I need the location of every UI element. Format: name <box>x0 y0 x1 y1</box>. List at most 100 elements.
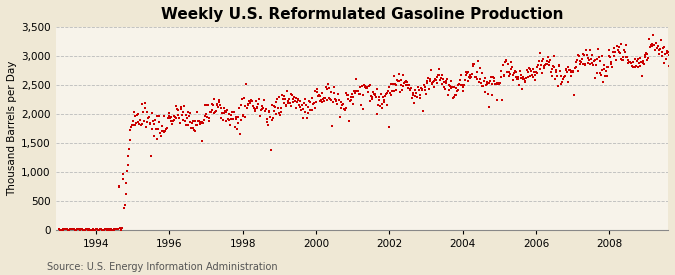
Point <box>510 75 521 79</box>
Point <box>464 75 475 79</box>
Point <box>338 101 348 106</box>
Point <box>327 100 338 104</box>
Point <box>542 62 553 67</box>
Point <box>236 118 246 122</box>
Point <box>610 50 620 55</box>
Point <box>642 58 653 62</box>
Point <box>640 53 651 57</box>
Point <box>554 64 565 68</box>
Point <box>61 227 72 232</box>
Point <box>331 101 342 106</box>
Point <box>97 227 108 232</box>
Point <box>671 54 675 59</box>
Point <box>85 227 96 232</box>
Point <box>353 88 364 93</box>
Point <box>358 106 369 111</box>
Point <box>506 59 516 64</box>
Point <box>574 53 585 58</box>
Point <box>95 227 105 232</box>
Point <box>264 109 275 114</box>
Point <box>334 97 345 102</box>
Point <box>63 227 74 232</box>
Point <box>204 119 215 123</box>
Point <box>595 59 605 63</box>
Point <box>111 227 122 232</box>
Point <box>269 104 279 108</box>
Point <box>177 113 188 117</box>
Point <box>187 125 198 130</box>
Point <box>198 121 209 125</box>
Point <box>523 75 534 79</box>
Point <box>508 77 519 82</box>
Point <box>163 116 173 120</box>
Point <box>244 99 254 103</box>
Point <box>645 42 656 47</box>
Point <box>92 227 103 232</box>
Point <box>153 127 163 131</box>
Point <box>124 147 134 152</box>
Point <box>76 227 86 232</box>
Point <box>667 63 675 67</box>
Point <box>157 129 168 133</box>
Point <box>513 77 524 81</box>
Point <box>266 103 277 108</box>
Point <box>132 112 142 117</box>
Point <box>151 127 161 131</box>
Point <box>439 80 450 84</box>
Point <box>618 54 628 59</box>
Point <box>435 78 446 82</box>
Point <box>517 76 528 81</box>
Point <box>200 112 211 116</box>
Point <box>61 227 72 232</box>
Point <box>367 97 378 101</box>
Point <box>655 38 666 42</box>
Point <box>398 84 408 88</box>
Point <box>313 94 323 98</box>
Point <box>227 110 238 115</box>
Point <box>580 48 591 53</box>
Point <box>595 73 606 77</box>
Point <box>562 70 572 74</box>
Point <box>304 99 315 103</box>
Point <box>385 92 396 97</box>
Point <box>330 97 341 102</box>
Point <box>304 100 315 104</box>
Point <box>356 83 367 88</box>
Point <box>224 112 235 116</box>
Point <box>248 106 259 111</box>
Point <box>547 64 558 68</box>
Point <box>526 73 537 78</box>
Point <box>147 127 158 131</box>
Point <box>56 227 67 232</box>
Point <box>317 100 328 104</box>
Point <box>169 113 180 118</box>
Point <box>340 108 350 112</box>
Point <box>471 69 482 74</box>
Point <box>127 119 138 123</box>
Point <box>365 98 376 103</box>
Point <box>585 48 595 52</box>
Point <box>158 130 169 135</box>
Point <box>520 76 531 81</box>
Point <box>567 68 578 73</box>
Point <box>54 227 65 232</box>
Point <box>410 91 421 95</box>
Point <box>605 55 616 59</box>
Point <box>273 106 284 111</box>
Point <box>100 227 111 232</box>
Point <box>244 99 255 103</box>
Point <box>367 94 377 99</box>
Point <box>369 92 380 97</box>
Point <box>366 94 377 98</box>
Point <box>288 100 298 104</box>
Point <box>76 227 87 232</box>
Point <box>59 227 70 232</box>
Point <box>456 83 467 88</box>
Point <box>446 78 456 83</box>
Point <box>472 59 483 64</box>
Point <box>167 119 178 123</box>
Point <box>242 102 253 106</box>
Point <box>155 131 165 135</box>
Point <box>478 84 489 89</box>
Point <box>546 67 557 72</box>
